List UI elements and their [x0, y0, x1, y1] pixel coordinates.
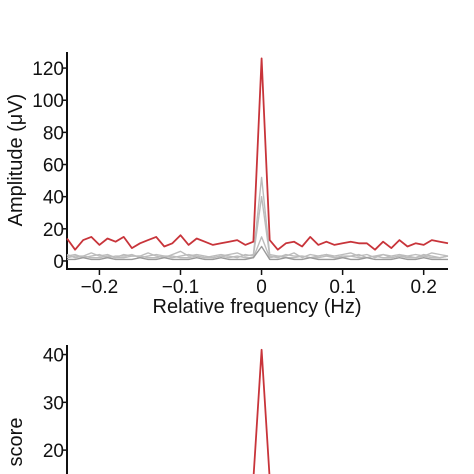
y-axis-label-2: score: [5, 418, 27, 467]
x-tick-label: −0.1: [162, 277, 200, 298]
y-tick-label-b: 20: [43, 441, 64, 462]
series-group: [66, 57, 449, 261]
series-line-b0: [252, 348, 271, 474]
y-tick-label: 80: [43, 123, 64, 144]
series-line-3: [66, 236, 449, 259]
x-tick-label: 0: [256, 277, 267, 298]
y-tick-label: 60: [43, 156, 64, 177]
y-axis-label: Amplitude (μV): [5, 94, 27, 227]
score-chart: 20 30 40 score: [5, 345, 271, 474]
y-tick-label: 0: [53, 252, 64, 273]
x-tick-label: 0.2: [410, 277, 436, 298]
x-tick-label: 0.1: [329, 277, 355, 298]
series-line-0: [66, 57, 449, 251]
x-ticks-group: −0.2 −0.1 0 0.1 0.2: [81, 269, 437, 298]
x-axis-label: Relative frequency (Hz): [153, 296, 362, 318]
y-ticks-group-2: 20 30 40: [43, 346, 67, 462]
y-tick-label: 120: [32, 59, 64, 80]
y-tick-label: 40: [43, 188, 64, 209]
x-tick-label: −0.2: [81, 277, 119, 298]
series-line-4: [67, 245, 448, 261]
amplitude-chart: 0 20 40 60 80 100 120 −0.2 −0.1 0 0.1 0.2 Relative…: [5, 52, 449, 318]
y-tick-label-b: 30: [43, 393, 64, 414]
y-ticks-group: 0 20 40 60 80 100 120: [32, 59, 67, 273]
y-tick-label-b: 40: [43, 346, 64, 367]
y-tick-label: 100: [32, 91, 64, 112]
y-tick-label: 20: [43, 220, 64, 241]
series-line-2: [66, 195, 449, 259]
series-group-2: [252, 348, 271, 474]
